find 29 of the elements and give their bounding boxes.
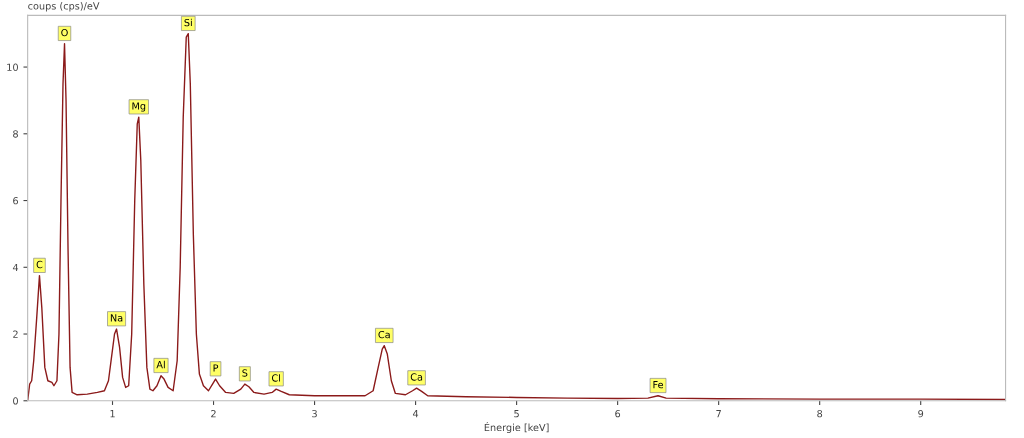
annotation: C	[36, 260, 43, 269]
x-tick-label: 8	[817, 409, 823, 418]
annotation: Mg	[132, 102, 146, 112]
y-tick-label: 6	[13, 197, 19, 205]
x-tick-label: 2	[211, 409, 216, 418]
y-axis-title: coups (cps)/eV	[28, 2, 100, 12]
annotation: Si	[184, 18, 192, 27]
annotation: Fe	[653, 381, 664, 389]
y-tick-label: 2	[13, 330, 18, 338]
y-tick-label: 0	[13, 397, 18, 405]
y-tick-label: 10	[7, 63, 18, 71]
annotation: Al	[156, 360, 165, 369]
x-tick-label: 6	[615, 409, 621, 418]
annotation: Ca	[378, 330, 390, 339]
x-tick-label: 1	[110, 410, 115, 418]
y-tick-label: 8	[13, 130, 18, 138]
annotation: P	[213, 364, 219, 372]
annotation: O	[61, 28, 68, 37]
annotation: Ca	[410, 373, 423, 381]
x-tick-label: 3	[312, 409, 317, 418]
x-tick-label: 5	[514, 410, 519, 418]
annotation: Na	[110, 314, 123, 322]
x-tick-label: 7	[716, 410, 721, 418]
x-axis-title: Énergie [keV]	[484, 421, 549, 433]
x-tick-label: 9	[918, 409, 924, 418]
y-tick-label: 4	[12, 263, 19, 271]
x-tick-label: 4	[412, 410, 419, 418]
annotation: S	[242, 369, 248, 377]
annotation: Cl	[271, 374, 280, 382]
